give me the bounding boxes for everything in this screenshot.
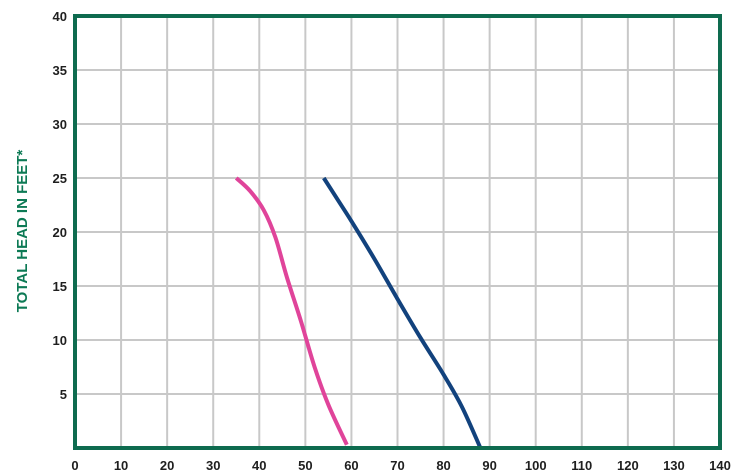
x-tick-label: 20 [160,458,174,473]
x-tick-label: 140 [709,458,731,473]
x-tick-label: 50 [298,458,312,473]
y-tick-label: 15 [53,279,67,294]
x-tick-label: 70 [390,458,404,473]
y-tick-label: 35 [53,63,67,78]
x-tick-labels: 0 10 20 30 40 50 60 70 80 90 100 110 120 130 140 [71,458,730,473]
series-lines [234,176,483,449]
grid-lines [75,16,720,448]
y-tick-labels: 5 10 15 20 25 30 35 40 [53,9,67,402]
x-tick-label: 80 [436,458,450,473]
x-tick-label: 0 [71,458,78,473]
x-tick-label: 110 [571,458,592,473]
x-tick-label: 90 [482,458,496,473]
y-tick-label: 25 [53,171,67,186]
y-tick-label: 10 [53,333,67,348]
y-axis-label: TOTAL HEAD IN FEET* [14,150,31,313]
x-tick-label: 120 [617,458,639,473]
x-tick-label: 30 [206,458,220,473]
series-line-1 [234,176,349,446]
x-tick-label: 60 [344,458,358,473]
y-tick-label: 20 [53,225,67,240]
y-tick-label: 5 [60,387,67,402]
x-tick-label: 10 [114,458,128,473]
y-tick-label: 40 [53,9,67,24]
plot-frame [73,14,722,450]
x-tick-label: 40 [252,458,266,473]
x-tick-label: 130 [663,458,685,473]
x-tick-label: 100 [525,458,547,473]
y-tick-label: 30 [53,117,67,132]
series-line-2 [322,176,483,449]
